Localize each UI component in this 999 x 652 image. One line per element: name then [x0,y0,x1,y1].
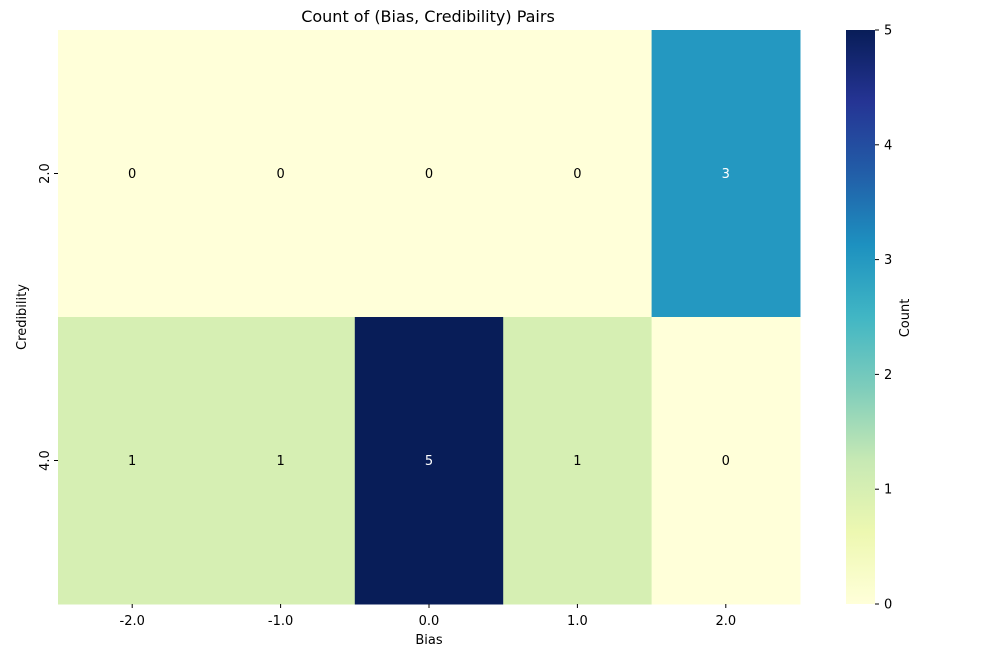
cell-value-label: 0 [722,454,730,469]
colorbar-tick-label: 0 [884,598,892,613]
cell-value-label: 1 [128,454,136,469]
colorbar-tick-label: 3 [884,253,892,268]
x-axis: -2.0 -1.0 0.0 1.0 2.0 [120,604,736,629]
y-axis-label: Credibility [15,284,30,350]
heatmap-cell [503,317,653,605]
x-tick-label: -2.0 [120,614,145,629]
colorbar-gradient [846,30,875,604]
heatmap-cell [651,30,801,318]
y-tick-label: 4.0 [38,450,53,471]
heatmap-cell [651,317,801,605]
y-axis: 2.0 4.0 [38,163,58,471]
cell-value-label: 0 [276,167,284,182]
colorbar-label: Count [898,299,913,338]
cell-value-label: 5 [425,454,433,469]
heatmap-cell [58,317,207,605]
colorbar-tick-label: 5 [884,24,892,39]
heatmap-cell [354,30,504,318]
x-tick-label: 2.0 [715,614,736,629]
colorbar-tick-label: 2 [884,368,892,383]
cell-value-label: 1 [276,454,284,469]
x-axis-label: Bias [415,633,442,648]
heatmap-cell [206,317,356,605]
heatmap-cell [206,30,356,318]
chart-title: Count of (Bias, Credibility) Pairs [301,7,555,26]
cell-value-label: 0 [573,167,581,182]
heatmap-cells: 0 0 0 0 3 1 1 5 1 0 [58,30,801,605]
cell-value-label: 0 [128,167,136,182]
x-tick-label: 1.0 [567,614,588,629]
heatmap-cell [58,30,207,318]
cell-value-label: 0 [425,167,433,182]
cell-value-label: 3 [722,167,730,182]
x-tick-label: 0.0 [419,614,440,629]
colorbar: 0 1 2 3 4 5 [846,24,892,613]
cell-value-label: 1 [573,454,581,469]
heatmap-cell [354,317,504,605]
heatmap-cell [503,30,653,318]
colorbar-tick-label: 4 [884,138,892,153]
x-tick-label: -1.0 [268,614,293,629]
colorbar-tick-label: 1 [884,483,892,498]
y-tick-label: 2.0 [38,163,53,184]
